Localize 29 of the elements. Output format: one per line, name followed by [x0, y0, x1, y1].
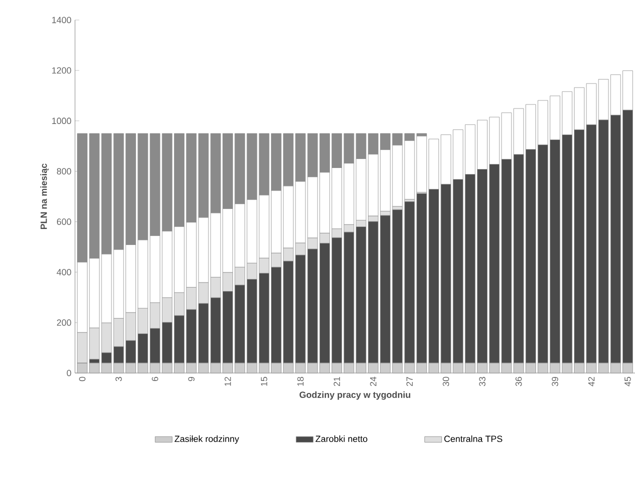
x-tick-label: 30 — [442, 376, 450, 386]
y-tick-label: 600 — [56, 218, 72, 225]
x-tick-label: 6 — [152, 376, 158, 382]
x-tick-label: 0 — [79, 376, 86, 382]
y-axis-title: PLN na miesiąc — [40, 164, 49, 230]
legend-label: Zarobki netto — [316, 435, 368, 442]
x-tick-label: 21 — [334, 376, 340, 386]
x-tick-label: 9 — [188, 376, 195, 382]
x-tick-label: 39 — [552, 376, 558, 386]
x-tick-label: 24 — [370, 376, 376, 386]
y-tick-label: 1400 — [52, 16, 72, 24]
y-tick-label: 400 — [56, 268, 72, 276]
x-axis-title: Godziny pracy w tygodniu — [300, 391, 410, 400]
x-tick-label: 3 — [115, 376, 122, 382]
y-tick-label: 200 — [56, 319, 72, 326]
legend-label: Zasiłek rodzinny — [174, 435, 240, 444]
x-tick-label: 45 — [624, 376, 631, 386]
legend-label: Centralna TPS — [444, 435, 502, 442]
x-tick-label: 36 — [515, 376, 522, 386]
y-tick-label: 800 — [56, 168, 72, 174]
x-tick-label: 27 — [406, 376, 413, 386]
x-tick-label: 15 — [260, 376, 268, 386]
y-tick-label: 0 — [66, 370, 72, 376]
x-tick-label: 18 — [297, 376, 304, 386]
x-tick-label: 33 — [479, 376, 486, 386]
x-tick-label: 42 — [588, 376, 594, 386]
x-tick-label: 12 — [224, 376, 231, 386]
y-tick-label: 1000 — [52, 118, 72, 124]
y-tick-label: 1200 — [52, 67, 72, 74]
